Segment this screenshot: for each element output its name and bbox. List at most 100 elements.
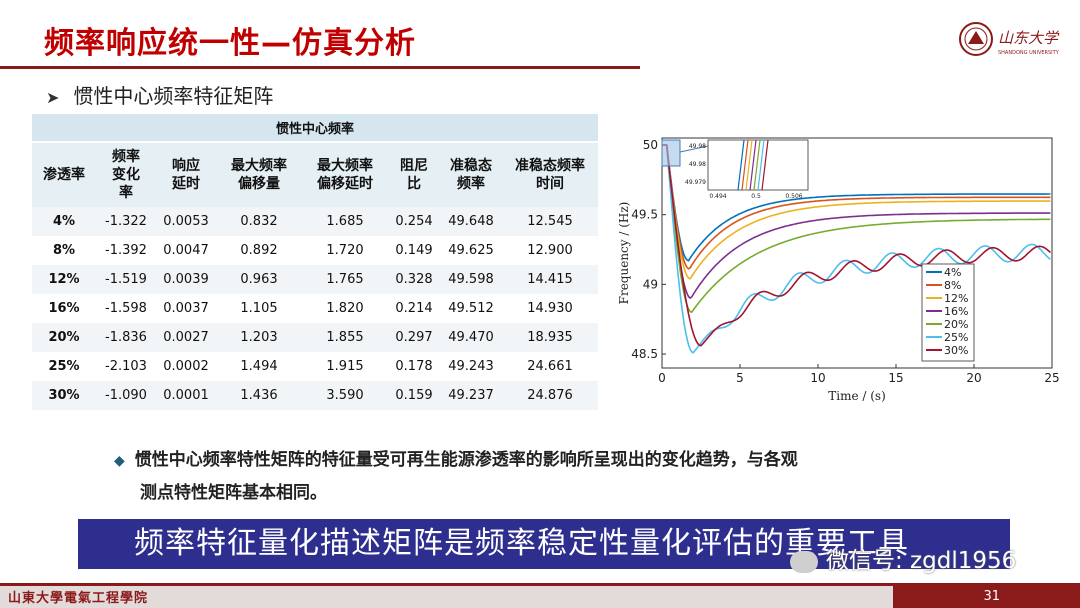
legend-label: 25% (944, 331, 968, 344)
series-line (662, 144, 1051, 262)
table-cell: 0.0002 (156, 352, 216, 381)
arrow-bullet-icon: ➤ (46, 88, 60, 107)
inset-line (737, 139, 745, 191)
highlight-banner: 频率特征量化描述矩阵是频率稳定性量化评估的重要工具 (78, 519, 1010, 569)
table-cell: 1.494 (216, 352, 302, 381)
table-cell: 1.765 (302, 265, 388, 294)
table-cell: -1.519 (96, 265, 156, 294)
y-axis-label: Frequency / (Hz) (617, 202, 631, 305)
table-row: 25% -2.103 0.0002 1.494 1.915 0.178 49.243 24.6… (32, 352, 598, 381)
inset-line (741, 139, 749, 191)
logo-subtext: SHANDONG UNIVERSITY (998, 50, 1060, 56)
table-cell: 0.0053 (156, 207, 216, 236)
penetration-cell: 12% (32, 265, 96, 294)
series-line (662, 144, 1051, 300)
table-cell: 0.0047 (156, 236, 216, 265)
zoom-region (661, 139, 681, 167)
table-cell: 0.328 (388, 265, 440, 294)
conclusion-note: ◆ 惯性中心频率特性矩阵的特征量受可再生能源渗透率的影响所呈现出的变化趋势，与各观… (114, 444, 964, 509)
table-cell: 0.178 (388, 352, 440, 381)
x-tick-label: 15 (888, 371, 903, 385)
inset-x-tick-label: 0.494 (709, 193, 726, 200)
table-cell: 24.661 (502, 352, 598, 381)
table-header-cell: 准稳态频率 时间 (502, 141, 598, 207)
table-header-cell: 准稳态 频率 (440, 141, 502, 207)
watermark: 微信号: zgdl1956 (790, 541, 1016, 575)
y-tick-label: 49 (643, 277, 658, 291)
inset-line (757, 139, 765, 191)
table-cell: 49.598 (440, 265, 502, 294)
table-cell: 18.935 (502, 323, 598, 352)
table-cell: 1.820 (302, 294, 388, 323)
table-cell: -2.103 (96, 352, 156, 381)
penetration-cell: 25% (32, 352, 96, 381)
table-row: 4% -1.322 0.0053 0.832 1.685 0.254 49.648 12.54… (32, 207, 598, 236)
inset-y-tick-label: 49.979 (685, 179, 706, 186)
table-cell: 0.0027 (156, 323, 216, 352)
table-cell: 0.963 (216, 265, 302, 294)
inset-y-tick-label: 49.98 (689, 161, 706, 168)
table-cell: -1.090 (96, 381, 156, 410)
table-cell: 0.159 (388, 381, 440, 410)
table-header-cell: 频率 变化率 (96, 141, 156, 207)
x-axis-label: Time / (s) (828, 389, 886, 403)
table-cell: 1.436 (216, 381, 302, 410)
table-row: 8% -1.392 0.0047 0.892 1.720 0.149 49.625 12.90… (32, 236, 598, 265)
table-cell: 0.254 (388, 207, 440, 236)
table-cell: 49.625 (440, 236, 502, 265)
table-cell: 0.0001 (156, 381, 216, 410)
table-cell: 49.470 (440, 323, 502, 352)
table-cell: -1.322 (96, 207, 156, 236)
penetration-cell: 16% (32, 294, 96, 323)
table-cell: -1.836 (96, 323, 156, 352)
table-header-cell: 渗透率 (32, 141, 96, 207)
y-tick-label: 48.5 (631, 347, 658, 361)
table-cell: 49.512 (440, 294, 502, 323)
table-cell: 12.545 (502, 207, 598, 236)
table-row: 16% -1.598 0.0037 1.105 1.820 0.214 49.512 14.9… (32, 294, 598, 323)
table-header-row: 渗透率 频率 变化率响应 延时 最大频率 偏移量 最大频率 偏移延时 阻尼比准稳态 频率 准稳态频率… (32, 141, 598, 207)
inset-line (745, 139, 753, 191)
table-cell: -1.392 (96, 236, 156, 265)
page-number-bar: 31 (893, 586, 1080, 608)
inset-line (753, 139, 761, 191)
table-cell: 0.297 (388, 323, 440, 352)
wechat-icon (790, 550, 818, 573)
table-cell: 1.915 (302, 352, 388, 381)
table-body: 4% -1.322 0.0053 0.832 1.685 0.254 49.648 12.54… (32, 207, 598, 410)
frequency-response-chart: 0 5 10 15 20 25 48.5 49 49.5 50 Time / (s) Frequenc… (617, 137, 1060, 403)
table-cell: 1.203 (216, 323, 302, 352)
table-cell: 14.930 (502, 294, 598, 323)
table-row: 20% -1.836 0.0027 1.203 1.855 0.297 49.470 18.9… (32, 323, 598, 352)
y-tick-label: 49.5 (631, 208, 658, 222)
x-tick-label: 0 (658, 371, 666, 385)
table-cell: 0.0039 (156, 265, 216, 294)
footer-rule (0, 583, 1080, 586)
table-row: 30% -1.090 0.0001 1.436 3.590 0.159 49.237 24.8… (32, 381, 598, 410)
table-cell: 49.243 (440, 352, 502, 381)
series-line (662, 144, 1051, 280)
legend-box (921, 263, 975, 362)
inset-box (707, 139, 809, 191)
table-cell: 14.415 (502, 265, 598, 294)
table-cell: 49.237 (440, 381, 502, 410)
legend-label: 30% (944, 344, 968, 357)
section-heading: ➤ 惯性中心频率特征矩阵 (46, 80, 273, 109)
inset-line (749, 139, 757, 191)
table-cell: 1.105 (216, 294, 302, 323)
note-line-1: 惯性中心频率特性矩阵的特征量受可再生能源渗透率的影响所呈现出的变化趋势，与各观 (134, 450, 798, 470)
table-cell: 49.648 (440, 207, 502, 236)
table-header-cell: 最大频率 偏移延时 (302, 141, 388, 207)
legend-label: 4% (944, 266, 961, 279)
university-logo: 山东大学 SHANDONG UNIVERSITY (959, 22, 1060, 56)
table-header-cell: 最大频率 偏移量 (216, 141, 302, 207)
table-cell: -1.598 (96, 294, 156, 323)
inset-y-tick-label: 49.98 (689, 143, 706, 150)
watermark-text: 微信号: zgdl1956 (826, 548, 1017, 574)
inset-line (761, 139, 769, 191)
series-line (662, 144, 1051, 354)
table-cell: 1.685 (302, 207, 388, 236)
penetration-cell: 20% (32, 323, 96, 352)
penetration-cell: 4% (32, 207, 96, 236)
x-tick-label: 10 (810, 371, 825, 385)
